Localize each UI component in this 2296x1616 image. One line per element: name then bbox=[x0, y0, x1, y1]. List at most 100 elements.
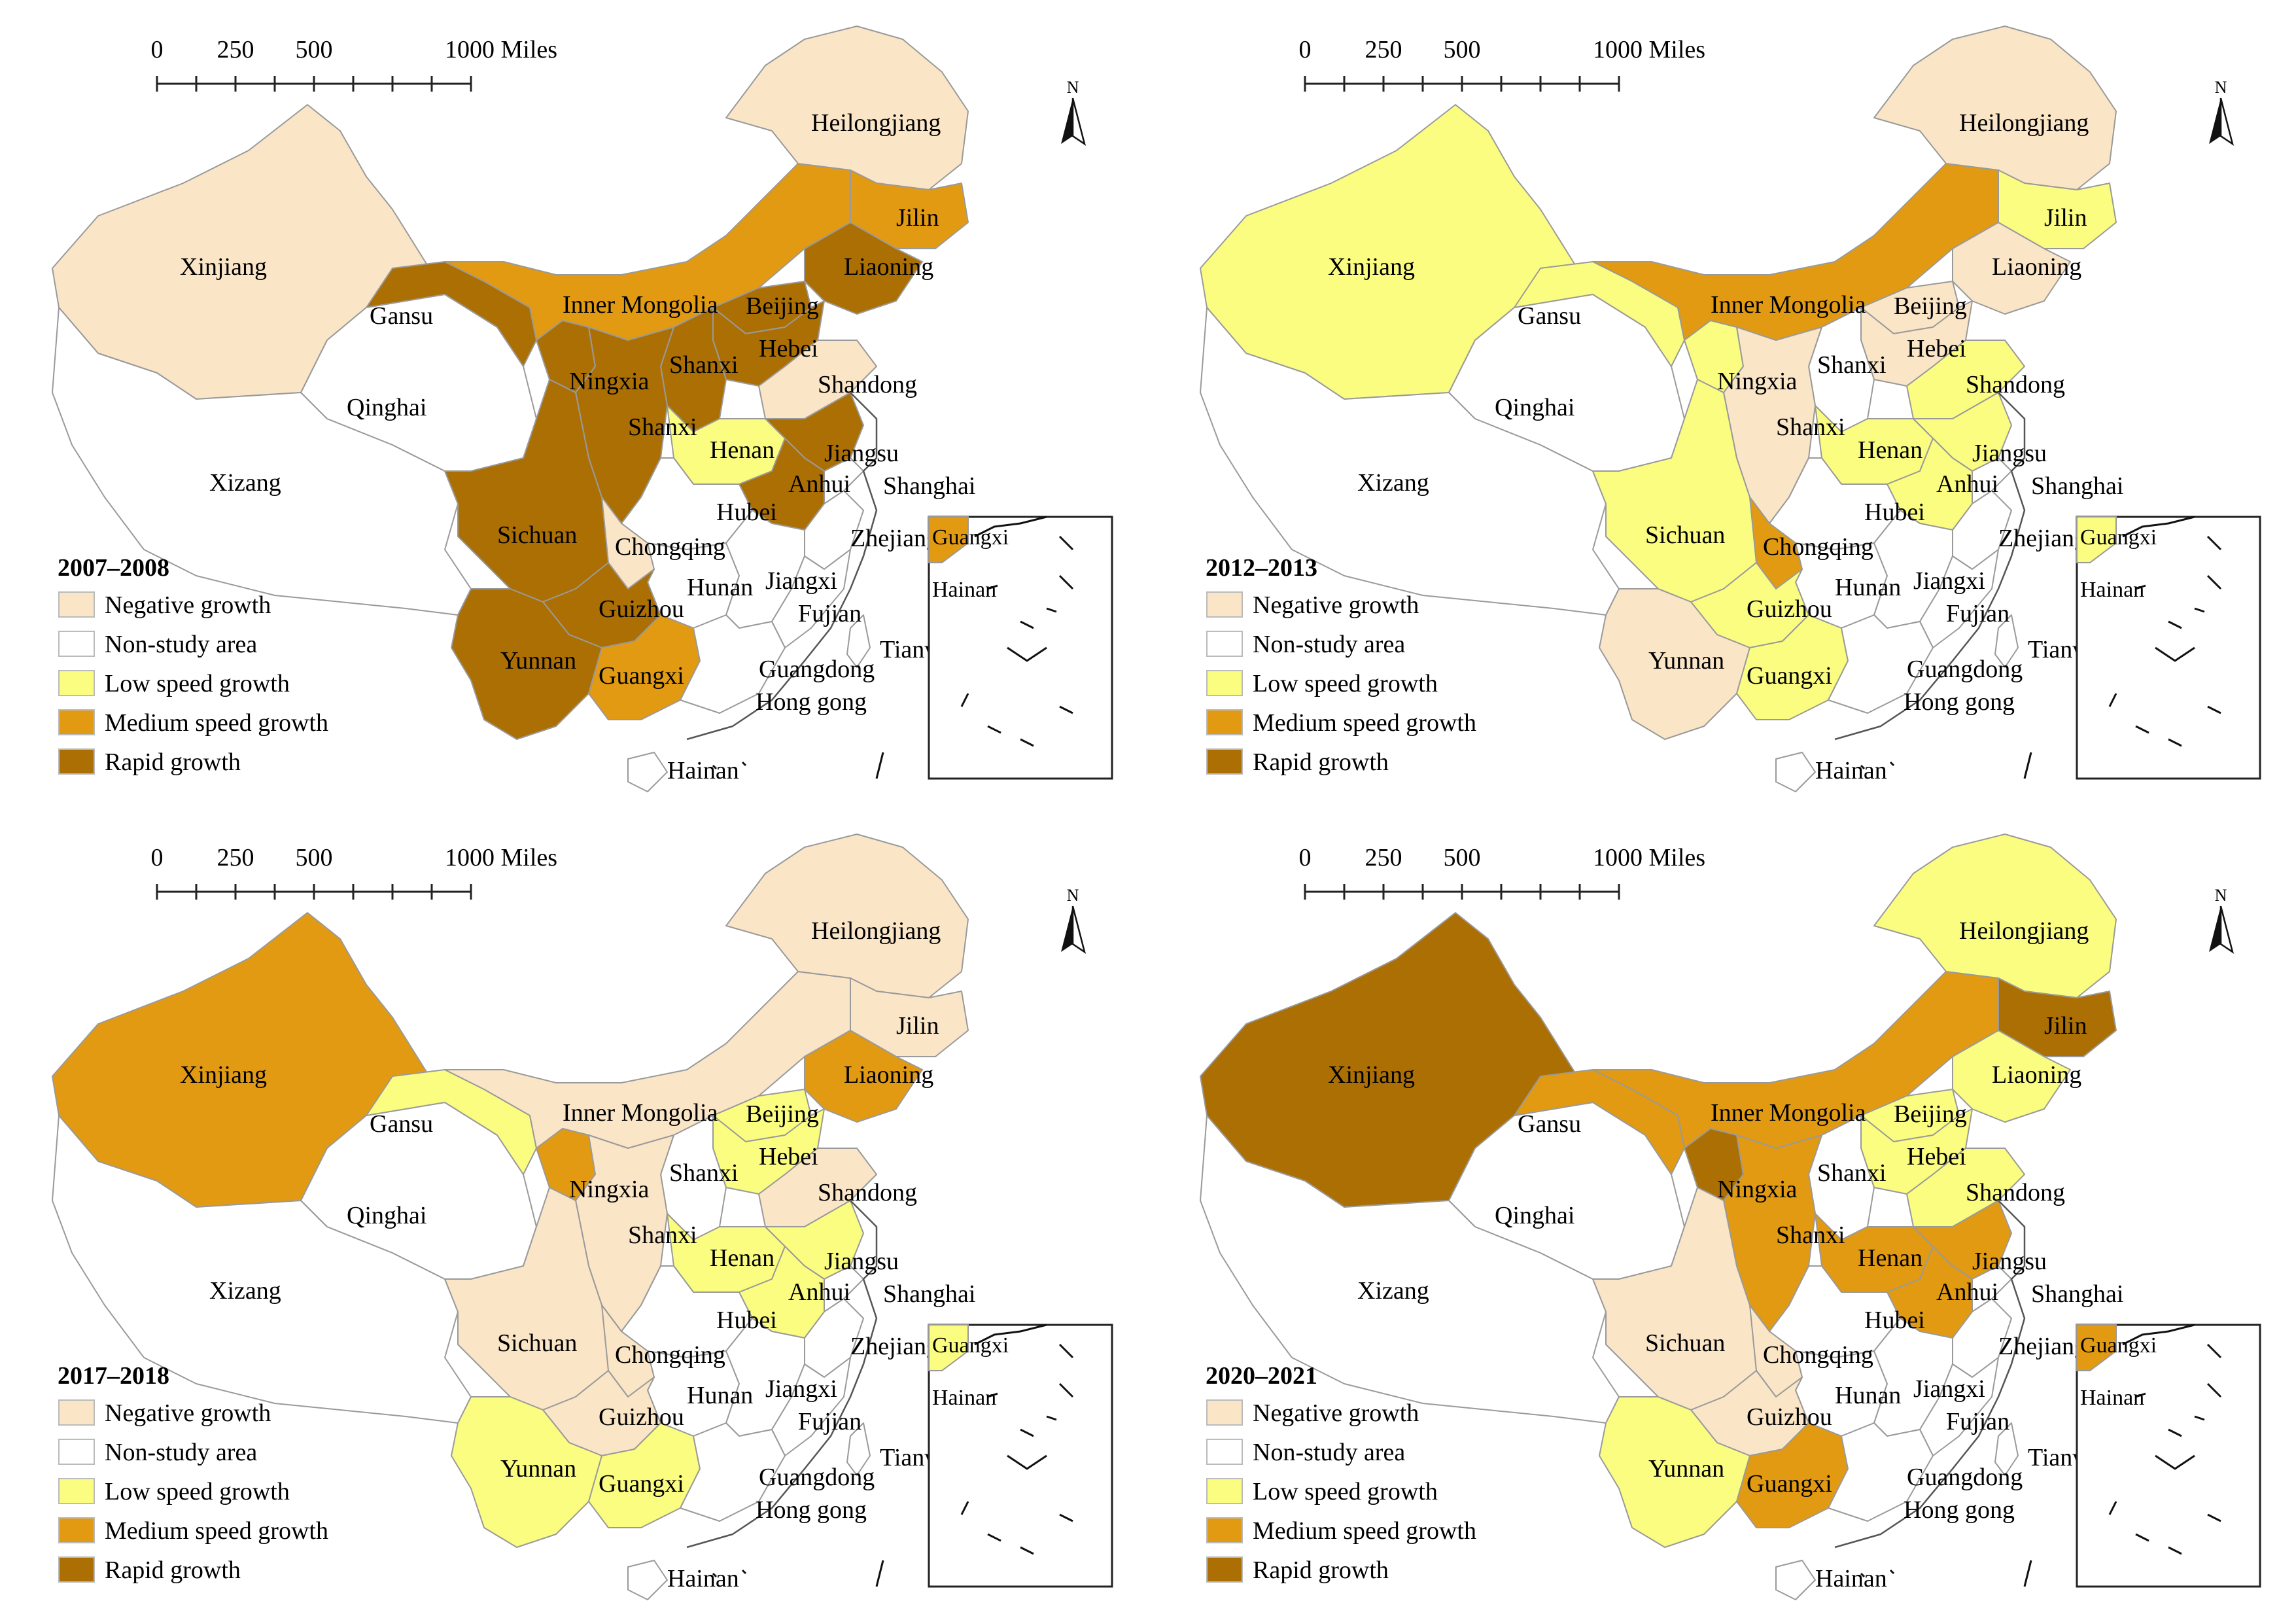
label-ningxia: Ningxia bbox=[569, 368, 650, 395]
province-guangdong bbox=[680, 614, 786, 714]
label-liaoning: Liaoning bbox=[1992, 1061, 2081, 1089]
scale-label: 0 bbox=[1299, 36, 1312, 63]
label-hubei: Hubei bbox=[716, 499, 777, 526]
province-fujian bbox=[771, 549, 851, 648]
province-guangdong bbox=[680, 1422, 786, 1522]
legend-label-rapid-growth: Rapid growth bbox=[1253, 1556, 1389, 1584]
label-anhui: Anhui bbox=[788, 470, 850, 498]
legend-swatch-rapid-growth bbox=[1206, 748, 1243, 775]
label-sichuan: Sichuan bbox=[1645, 521, 1725, 549]
legend-label-non-study-area: Non-study area bbox=[105, 631, 257, 658]
province-taiwan bbox=[1994, 614, 2019, 668]
label-beijing: Beijing bbox=[746, 292, 819, 320]
label-xizang: Xizang bbox=[209, 1277, 281, 1305]
north-label: N bbox=[1067, 886, 1079, 905]
label-yunnan: Yunnan bbox=[1648, 647, 1724, 675]
legend-label-non-study-area: Non-study area bbox=[105, 1439, 257, 1466]
label-jiangxi: Jiangxi bbox=[765, 1375, 837, 1403]
label-beijing: Beijing bbox=[1894, 292, 1967, 320]
province-taiwan bbox=[846, 614, 871, 668]
island-mark bbox=[712, 1569, 747, 1578]
legend-label-negative-growth: Negative growth bbox=[1253, 1399, 1419, 1427]
label-zhejiang: Zhejiang bbox=[1998, 1333, 2087, 1360]
label-sichuan: Sichuan bbox=[497, 521, 577, 549]
inset-guangxi bbox=[2076, 1324, 2117, 1371]
legend-label-medium-speed-growth: Medium speed growth bbox=[1253, 709, 1476, 737]
coastline bbox=[1834, 1200, 2026, 1549]
label-yunnan: Yunnan bbox=[1648, 1455, 1724, 1483]
label-zhejiang: Zhejiang bbox=[850, 1333, 939, 1360]
label-chongqing: Chongqing bbox=[615, 1341, 725, 1369]
scale-label: 500 bbox=[296, 844, 333, 871]
province-heilongjiang bbox=[725, 26, 969, 190]
scale-label: 500 bbox=[1444, 36, 1481, 63]
inset-south-china-sea: Guangxi Hainan bbox=[2076, 1324, 2261, 1588]
island-mark bbox=[875, 752, 884, 779]
label-inner-mongolia: Inner Mongolia bbox=[1711, 1099, 1866, 1127]
label-shanghai: Shanghai bbox=[883, 1280, 975, 1308]
label-liaoning: Liaoning bbox=[1992, 253, 2081, 281]
label-jilin: Jilin bbox=[896, 1012, 939, 1040]
north-arrow-icon: N bbox=[2209, 78, 2235, 146]
province-hainan bbox=[627, 752, 668, 792]
legend-label-medium-speed-growth: Medium speed growth bbox=[1253, 1517, 1476, 1545]
label-hongkong: Hong gong bbox=[1904, 688, 2015, 716]
island-mark bbox=[1860, 1569, 1895, 1578]
legend-label-medium-speed-growth: Medium speed growth bbox=[105, 709, 328, 737]
label-shanghai: Shanghai bbox=[2031, 472, 2123, 500]
province-fujian bbox=[1919, 549, 1999, 648]
label-ningxia: Ningxia bbox=[1717, 368, 1798, 395]
province-hainan bbox=[1775, 752, 1816, 792]
label-inner-mongolia: Inner Mongolia bbox=[563, 1099, 718, 1127]
province-fujian bbox=[1919, 1357, 1999, 1456]
label-hunan: Hunan bbox=[1835, 574, 1901, 601]
legend-label-rapid-growth: Rapid growth bbox=[105, 1556, 241, 1584]
legend-label-negative-growth: Negative growth bbox=[105, 1399, 271, 1427]
label-jiangxi: Jiangxi bbox=[1913, 567, 1985, 595]
legend-label-low-speed-growth: Low speed growth bbox=[1253, 670, 1438, 697]
label-shandong: Shandong bbox=[1966, 1179, 2065, 1206]
scale-label: 1000 Miles bbox=[445, 36, 557, 63]
label-zhejiang: Zhejiang bbox=[850, 525, 939, 552]
scale-label: 250 bbox=[217, 36, 254, 63]
legend-swatch-non-study-area bbox=[58, 631, 95, 657]
map-panel-2007-2008: Heilongjiang Jilin Liaoning Xinjiang Gansu In… bbox=[52, 26, 1113, 792]
legend-swatch-negative-growth bbox=[1206, 591, 1243, 618]
label-yunnan: Yunnan bbox=[500, 1455, 576, 1483]
label-henan: Henan bbox=[1858, 436, 1922, 464]
label-shandong: Shandong bbox=[818, 1179, 917, 1206]
label-hainan: Hainan bbox=[667, 757, 739, 784]
province-guangdong bbox=[1828, 614, 1934, 714]
map-panel-2017-2018: Heilongjiang Jilin Liaoning Xinjiang Gansu In… bbox=[52, 834, 1113, 1600]
province-fujian bbox=[771, 1357, 851, 1456]
label-jiangsu: Jiangsu bbox=[824, 1248, 899, 1275]
province-heilongjiang bbox=[1873, 834, 2117, 998]
label-guangdong: Guangdong bbox=[759, 656, 875, 683]
label-jilin: Jilin bbox=[896, 204, 939, 232]
label-shaanxi: Shanxi bbox=[628, 413, 697, 441]
legend-swatch-medium-speed-growth bbox=[58, 1517, 95, 1543]
legend-swatch-negative-growth bbox=[58, 591, 95, 618]
province-taiwan bbox=[846, 1422, 871, 1476]
scale-label: 250 bbox=[1365, 36, 1402, 63]
label-hongkong: Hong gong bbox=[756, 1496, 867, 1524]
province-shanghai bbox=[1972, 457, 2012, 504]
label-henan: Henan bbox=[710, 436, 774, 464]
label-guangxi: Guangxi bbox=[599, 662, 684, 690]
label-fujian: Fujian bbox=[1946, 1408, 2009, 1435]
north-label: N bbox=[1067, 78, 1079, 97]
island-mark bbox=[2023, 752, 2032, 779]
label-shanxi: Shanxi bbox=[669, 1159, 739, 1187]
label-xizang: Xizang bbox=[1357, 1277, 1429, 1305]
coastline bbox=[686, 1200, 878, 1549]
label-jiangsu: Jiangsu bbox=[1972, 1248, 2047, 1275]
label-hebei: Hebei bbox=[759, 335, 818, 362]
province-hainan bbox=[1775, 1560, 1816, 1600]
label-zhejiang: Zhejiang bbox=[1998, 525, 2087, 552]
label-xinjiang: Xinjiang bbox=[180, 1061, 267, 1089]
province-liaoning bbox=[804, 1030, 923, 1123]
inset-islands bbox=[2108, 1324, 2222, 1555]
legend-swatch-negative-growth bbox=[58, 1399, 95, 1426]
label-hubei: Hubei bbox=[716, 1307, 777, 1334]
